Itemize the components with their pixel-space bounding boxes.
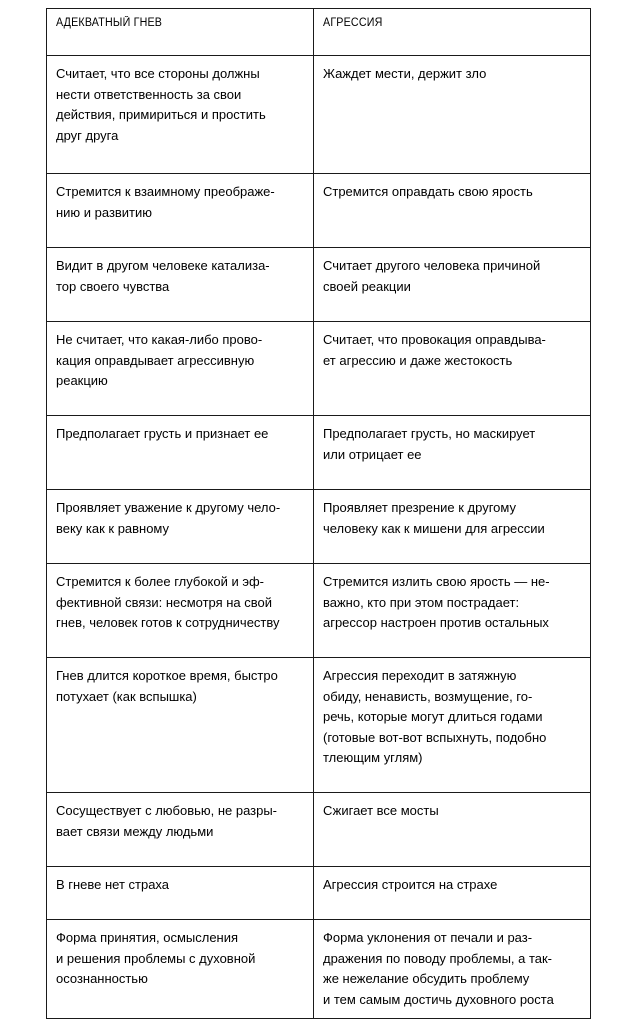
- cell-adequate-anger: Гнев длится короткое время, быстро потух…: [46, 657, 314, 793]
- table-row: Предполагает грусть и признает ее Предпол…: [46, 415, 591, 490]
- table-row: Форма принятия, осмысления и решения про…: [46, 919, 591, 1019]
- table-row: Считает, что все стороны должны нести от…: [46, 55, 591, 174]
- cell-aggression: Считает другого человека причиной своей …: [313, 247, 591, 322]
- cell-text: Стремится оправдать свою ярость: [323, 184, 533, 199]
- cell-text: Стремится излить свою ярость — не- важно…: [323, 574, 550, 630]
- anger-vs-aggression-table: АДЕКВАТНЫЙ ГНЕВ АГРЕССИЯ Считает, что вс…: [46, 8, 591, 1019]
- cell-aggression: Жаждет мести, держит зло: [313, 55, 591, 174]
- cell-adequate-anger: Предполагает грусть и признает ее: [46, 415, 314, 490]
- column-header-aggression: АГРЕССИЯ: [313, 8, 591, 56]
- cell-adequate-anger: Сосуществует с любовью, не разры- вает с…: [46, 792, 314, 867]
- table-row: Проявляет уважение к другому чело- веку …: [46, 489, 591, 564]
- cell-text: Агрессия строится на страхе: [323, 877, 498, 892]
- table-row: Сосуществует с любовью, не разры- вает с…: [46, 792, 591, 867]
- cell-adequate-anger: Видит в другом человеке катализа- тор св…: [46, 247, 314, 322]
- cell-text: Видит в другом человеке катализа- тор св…: [56, 258, 270, 294]
- cell-aggression: Предполагает грусть, но маскирует или от…: [313, 415, 591, 490]
- column-header-adequate-anger: АДЕКВАТНЫЙ ГНЕВ: [46, 8, 314, 56]
- cell-text: Предполагает грусть, но маскирует или от…: [323, 426, 536, 462]
- cell-text: Считает, что провокация оправдыва- ет аг…: [323, 332, 546, 368]
- cell-text: Форма уклонения от печали и раз- дражени…: [323, 930, 554, 1007]
- cell-aggression: Агрессия строится на страхе: [313, 866, 591, 920]
- cell-text: Считает другого человека причиной своей …: [323, 258, 541, 294]
- cell-text: Предполагает грусть и признает ее: [56, 426, 269, 441]
- cell-text: Жаждет мести, держит зло: [323, 66, 487, 81]
- cell-aggression: Стремится излить свою ярость — не- важно…: [313, 563, 591, 658]
- cell-text: Агрессия переходит в затяжную обиду, нен…: [323, 668, 547, 765]
- table-header-row: АДЕКВАТНЫЙ ГНЕВ АГРЕССИЯ: [46, 8, 591, 56]
- cell-aggression: Форма уклонения от печали и раз- дражени…: [313, 919, 591, 1019]
- cell-aggression: Сжигает все мосты: [313, 792, 591, 867]
- cell-adequate-anger: Стремится к более глубокой и эф- фективн…: [46, 563, 314, 658]
- cell-aggression: Считает, что провокация оправдыва- ет аг…: [313, 321, 591, 416]
- table-row: Гнев длится короткое время, быстро потух…: [46, 657, 591, 793]
- cell-adequate-anger: Считает, что все стороны должны нести от…: [46, 55, 314, 174]
- table-header: АДЕКВАТНЫЙ ГНЕВ АГРЕССИЯ: [46, 8, 591, 56]
- table-body: Считает, что все стороны должны нести от…: [46, 55, 591, 1019]
- cell-text: Гнев длится короткое время, быстро потух…: [56, 668, 278, 704]
- cell-adequate-anger: Стремится к взаимному преображе- нию и р…: [46, 173, 314, 248]
- cell-aggression: Агрессия переходит в затяжную обиду, нен…: [313, 657, 591, 793]
- cell-adequate-anger: Форма принятия, осмысления и решения про…: [46, 919, 314, 1019]
- cell-adequate-anger: В гневе нет страха: [46, 866, 314, 920]
- table-row: Стремится к более глубокой и эф- фективн…: [46, 563, 591, 658]
- table-row: Видит в другом человеке катализа- тор св…: [46, 247, 591, 322]
- cell-text: Проявляет уважение к другому чело- веку …: [56, 500, 281, 536]
- table-row: В гневе нет страха Агрессия строится на с…: [46, 866, 591, 920]
- cell-text: Считает, что все стороны должны нести от…: [56, 66, 266, 143]
- cell-text: Не считает, что какая-либо прово- кация …: [56, 332, 263, 388]
- table-row: Стремится к взаимному преображе- нию и р…: [46, 173, 591, 248]
- cell-text: Стремится к более глубокой и эф- фективн…: [56, 574, 280, 630]
- cell-aggression: Проявляет презрение к другому человеку к…: [313, 489, 591, 564]
- table-row: Не считает, что какая-либо прово- кация …: [46, 321, 591, 416]
- column-header-aggression-label: АГРЕССИЯ: [323, 17, 383, 29]
- cell-text: Сосуществует с любовью, не разры- вает с…: [56, 803, 277, 839]
- column-header-adequate-anger-label: АДЕКВАТНЫЙ ГНЕВ: [56, 17, 163, 29]
- cell-adequate-anger: Не считает, что какая-либо прово- кация …: [46, 321, 314, 416]
- cell-aggression: Стремится оправдать свою ярость: [313, 173, 591, 248]
- cell-text: Сжигает все мосты: [323, 803, 439, 818]
- cell-adequate-anger: Проявляет уважение к другому чело- веку …: [46, 489, 314, 564]
- cell-text: В гневе нет страха: [56, 877, 169, 892]
- cell-text: Форма принятия, осмысления и решения про…: [56, 930, 256, 986]
- cell-text: Проявляет презрение к другому человеку к…: [323, 500, 545, 536]
- cell-text: Стремится к взаимному преображе- нию и р…: [56, 184, 275, 220]
